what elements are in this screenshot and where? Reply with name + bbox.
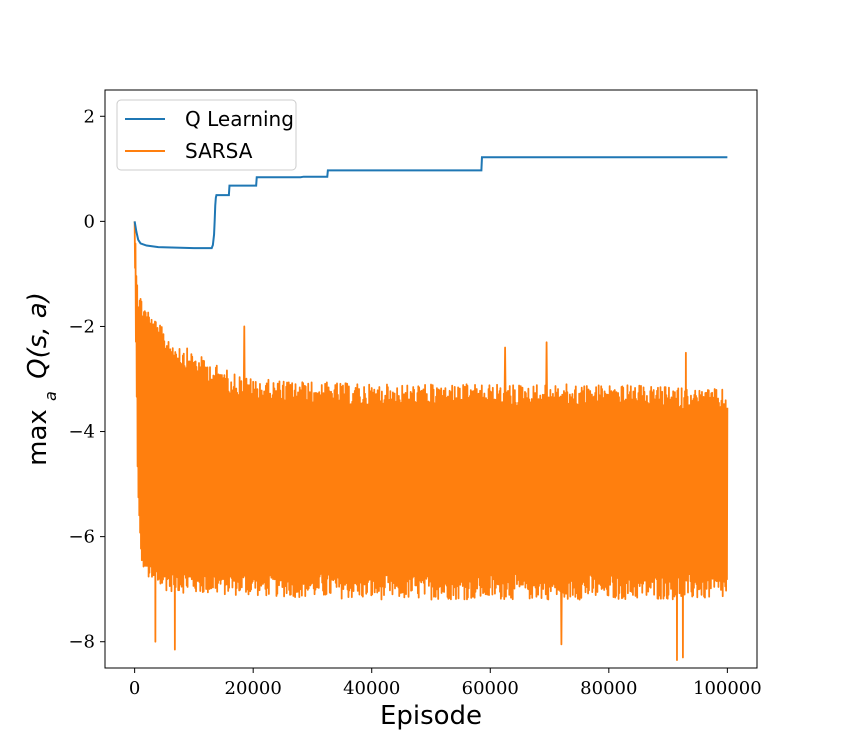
y-label-func: Q(s, a): [23, 292, 53, 379]
y-tick-label-1: 0: [84, 211, 95, 232]
y-label-max: max: [23, 409, 53, 466]
x-tick-label-1: 20000: [225, 678, 282, 699]
legend-label-1: SARSA: [185, 139, 253, 163]
x-tick-label-2: 40000: [343, 678, 400, 699]
svg-text:max a Q(s, a): max a Q(s, a): [23, 292, 63, 466]
y-tick-label-4: −6: [68, 527, 95, 548]
x-tick-label-5: 100000: [693, 678, 762, 699]
legend-box: [116, 99, 297, 171]
y-axis-label: max a Q(s, a): [23, 292, 63, 466]
legend: Q Learning SARSA: [116, 99, 297, 171]
legend-label-0: Q Learning: [185, 107, 294, 131]
y-label-sub: a: [41, 391, 60, 401]
plot-border: [104, 89, 758, 669]
x-tick-label-0: 0: [129, 678, 140, 699]
y-tick-label-2: −2: [68, 316, 95, 337]
x-axis-label: Episode: [380, 701, 482, 731]
x-tick-label-3: 60000: [462, 678, 519, 699]
series-sarsa-line: [133, 221, 729, 662]
y-tick-label-5: −8: [68, 632, 95, 653]
x-tick-label-4: 80000: [580, 678, 637, 699]
series-q-learning-line: [133, 156, 728, 250]
y-tick-label-0: 2: [84, 106, 95, 127]
y-tick-label-3: −4: [68, 422, 95, 443]
